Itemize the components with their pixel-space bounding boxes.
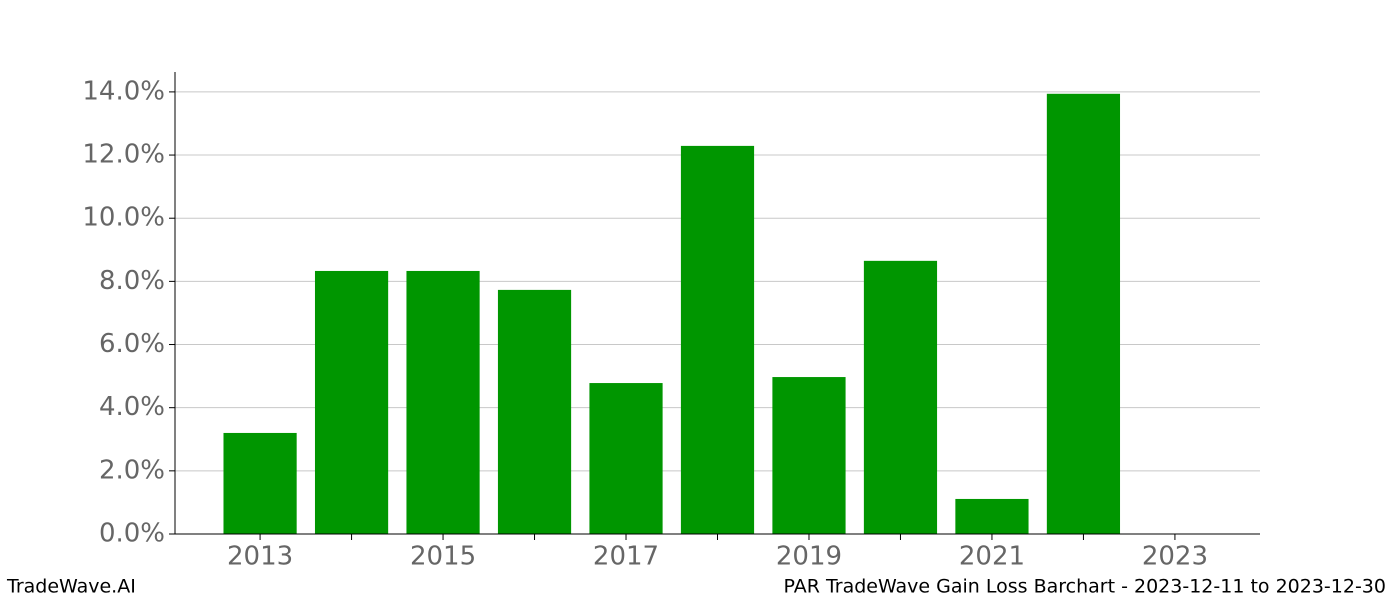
x-tick-label: 2023	[1142, 542, 1208, 572]
y-tick-label: 2.0%	[99, 455, 165, 485]
bar	[863, 260, 938, 534]
y-tick-label: 4.0%	[99, 392, 165, 422]
x-tick-label: 2015	[410, 542, 476, 572]
bar	[223, 432, 297, 534]
y-tick-label: 14.0%	[82, 76, 165, 106]
y-tick-label: 12.0%	[82, 140, 165, 170]
bar	[772, 377, 846, 534]
footer-left: TradeWave.AI	[6, 576, 136, 598]
x-tick-label: 2017	[593, 542, 659, 572]
bar	[680, 145, 755, 535]
x-tick-label: 2013	[227, 542, 293, 572]
y-tick-label: 6.0%	[99, 329, 165, 359]
bar	[497, 289, 572, 534]
bar	[406, 270, 480, 534]
bar	[589, 383, 663, 534]
y-tick-label: 10.0%	[82, 203, 165, 233]
footer-right: PAR TradeWave Gain Loss Barchart - 2023-…	[783, 576, 1386, 598]
bar	[955, 498, 1029, 534]
bar	[1046, 93, 1121, 534]
x-tick-label: 2021	[959, 542, 1025, 572]
y-tick-label: 8.0%	[99, 266, 165, 296]
y-tick-label: 0.0%	[99, 519, 165, 549]
bar	[314, 270, 389, 534]
x-tick-label: 2019	[776, 542, 842, 572]
